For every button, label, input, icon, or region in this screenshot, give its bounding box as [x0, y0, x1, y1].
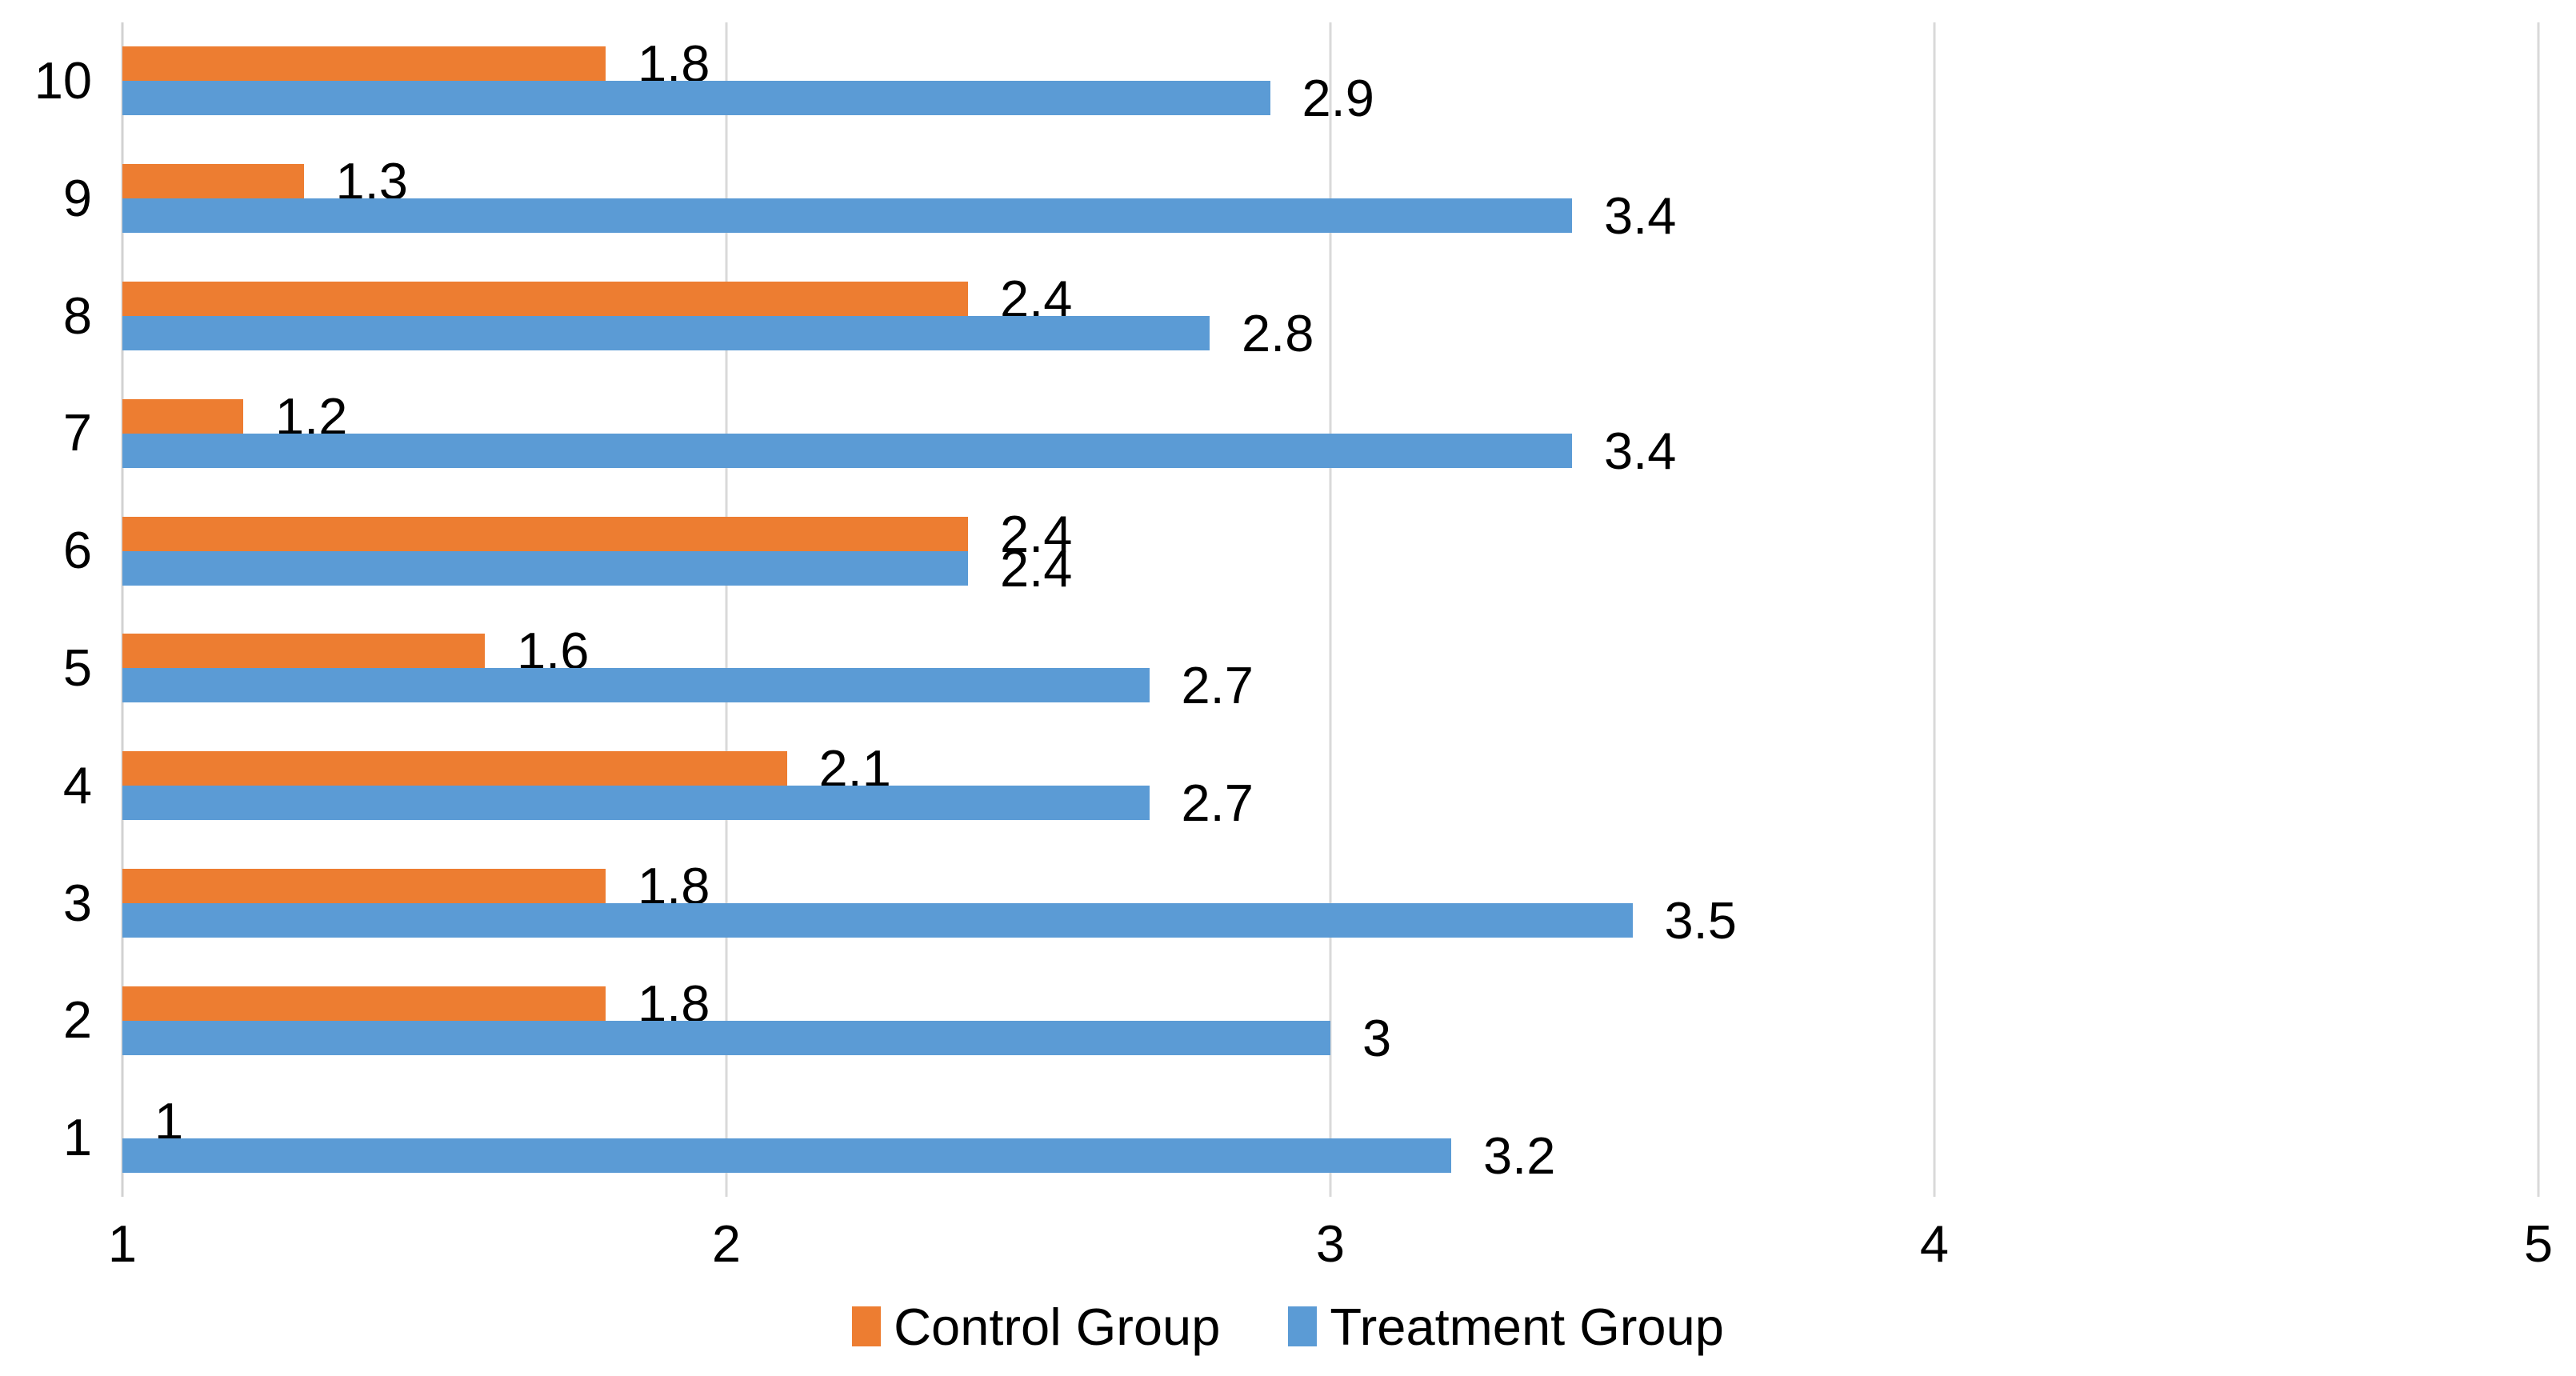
bar-control-group: [122, 868, 606, 903]
category-label: 3: [62, 873, 92, 932]
bar-treatment-group: [122, 81, 1270, 116]
gridline: [725, 22, 728, 1197]
category-row: 5 1.6 2.7: [63, 610, 2538, 727]
x-tick-label: 3: [1315, 1214, 1346, 1273]
data-label-treatment-group: 3.4: [1604, 421, 1677, 480]
data-label-control-group: 1.8: [638, 856, 710, 915]
bar-control-group: [122, 46, 606, 82]
bar-treatment-group: [122, 902, 1633, 938]
category-row: 2 1.8 3: [63, 962, 2538, 1079]
bar-treatment-group: [122, 1138, 1451, 1173]
legend: Control Group Treatment Group: [0, 1290, 2576, 1363]
category-row: 3 1.8 3.5: [63, 845, 2538, 962]
data-label-control-group: 2.4: [1000, 269, 1073, 328]
gridline: [1329, 22, 1332, 1197]
data-label-treatment-group: 2.7: [1181, 774, 1254, 833]
category-label: 7: [62, 403, 92, 462]
data-label-treatment-group: 2.8: [1242, 303, 1314, 362]
bar-control-group: [122, 516, 968, 551]
value-axis-line: [121, 22, 124, 1197]
legend-item-control-group: Control Group: [852, 1297, 1220, 1357]
data-label-control-group: 1: [154, 1091, 184, 1150]
category-label: 10: [34, 51, 92, 110]
data-label-treatment-group: 2.7: [1181, 656, 1254, 715]
category-label: 5: [62, 638, 92, 697]
bar-treatment-group: [122, 198, 1572, 234]
x-tick-label: 1: [107, 1214, 138, 1273]
data-label-control-group: 1.6: [517, 622, 590, 681]
data-label-treatment-group: 2.9: [1302, 69, 1374, 128]
gridline: [2537, 22, 2540, 1197]
bar-control-group: [122, 398, 243, 434]
bar-treatment-group: [122, 550, 968, 586]
category-label: 2: [62, 990, 92, 1050]
data-label-control-group: 1.2: [275, 386, 348, 446]
bar-control-group: [122, 751, 787, 786]
bar-control-group: [122, 986, 606, 1021]
category-label: 9: [62, 168, 92, 227]
data-label-treatment-group: 3.2: [1483, 1126, 1556, 1185]
legend-label: Treatment Group: [1330, 1297, 1724, 1356]
data-label-treatment-group: 3.5: [1664, 890, 1737, 950]
category-label: 1: [62, 1108, 92, 1167]
category-label: 6: [62, 521, 92, 580]
bar-treatment-group: [122, 786, 1150, 821]
bar-treatment-group: [122, 1020, 1330, 1055]
data-label-control-group: 1.8: [638, 974, 710, 1033]
data-label-control-group: 1.8: [638, 34, 710, 94]
category-label: 4: [62, 755, 92, 814]
legend-label: Control Group: [894, 1297, 1221, 1356]
plot-area: 10 1.8 2.9 9 1.3 3.4 8 2.4 2.8 7 1.2 3.4 6 2.4 2.4 5 1.6…: [34, 22, 2540, 1197]
data-label-control-group: 1.3: [335, 152, 408, 211]
x-tick-label: 4: [1919, 1214, 1950, 1273]
bar-control-group: [122, 281, 968, 316]
bar-treatment-group: [122, 668, 1150, 703]
x-tick-label: 5: [2523, 1214, 2554, 1273]
x-axis: 1 2 3 4 5: [108, 1197, 2553, 1277]
data-label-treatment-group: 3.4: [1604, 186, 1677, 246]
category-label: 8: [62, 286, 92, 345]
x-tick-label: 2: [711, 1214, 742, 1273]
bar-treatment-group: [122, 315, 1210, 350]
category-row: 4 2.1 2.7: [63, 727, 2538, 845]
legend-swatch-icon: [1288, 1306, 1318, 1346]
legend-item-treatment-group: Treatment Group: [1288, 1297, 1724, 1357]
data-label-treatment-group: 2.4: [1000, 538, 1073, 598]
category-row: 6 2.4 2.4: [63, 492, 2538, 610]
bar-treatment-group: [122, 433, 1572, 468]
data-label-control-group: 2.1: [818, 739, 891, 798]
category-row: 7 1.2 3.4: [63, 374, 2538, 492]
data-label-treatment-group: 3: [1362, 1008, 1392, 1067]
gridline: [1933, 22, 1936, 1197]
category-row: 1 1 3.2: [63, 1079, 2538, 1197]
bar-control-group: [122, 164, 304, 199]
category-row: 9 1.3 3.4: [63, 140, 2538, 258]
category-row: 10 1.8 2.9: [34, 22, 2538, 140]
category-row: 8 2.4 2.8: [63, 258, 2538, 375]
bar-control-group: [122, 634, 485, 669]
legend-swatch-icon: [852, 1306, 882, 1346]
